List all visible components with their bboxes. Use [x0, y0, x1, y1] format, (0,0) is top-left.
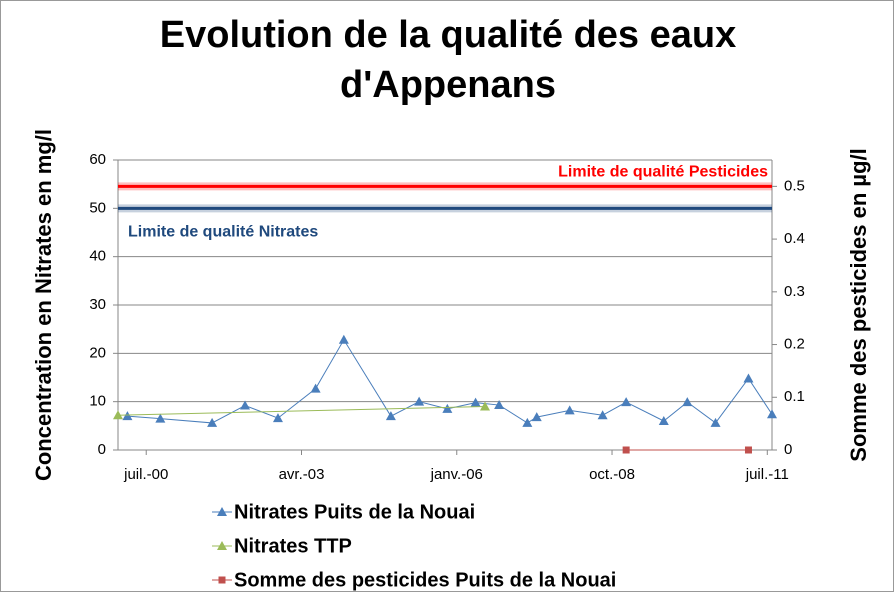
data-point [621, 397, 632, 407]
data-point [207, 417, 218, 427]
data-point [414, 396, 425, 406]
data-point [385, 411, 396, 421]
data-point [767, 409, 777, 419]
legend-marker [218, 576, 226, 584]
y-tick-label: 50 [89, 199, 106, 216]
data-point [338, 334, 349, 344]
data-point [442, 403, 453, 413]
reference-label: Limite de qualité Nitrates [128, 224, 318, 241]
data-point [743, 373, 754, 383]
data-point [597, 410, 608, 420]
chart-title: Evolution de la qualité des eaux d'Appen… [159, 14, 737, 106]
y-tick-label: 0 [98, 441, 106, 458]
y2-tick-label: 0.3 [784, 283, 805, 300]
data-point [272, 413, 283, 423]
y-tick-label: 30 [89, 296, 106, 313]
data-point [622, 446, 630, 454]
x-tick-label: juil.-00 [123, 466, 168, 483]
y2-tick-label: 0.4 [784, 230, 805, 247]
reference-label: Limite de qualité Pesticides [558, 164, 768, 181]
y-tick-label: 60 [89, 151, 106, 168]
data-point [240, 400, 251, 410]
data-point [479, 401, 490, 411]
y-tick-label: 20 [89, 344, 106, 361]
legend-marker [217, 541, 227, 550]
legend-label: Nitrates TTP [234, 535, 352, 557]
data-point [494, 400, 505, 410]
y2-tick-label: 0.1 [784, 388, 805, 405]
y2-axis-label: Somme des pesticides en µg/l [846, 148, 871, 461]
y2-tick-label: 0.2 [784, 336, 805, 353]
y-tick-label: 40 [89, 248, 106, 265]
y-tick-label: 10 [89, 393, 106, 410]
y2-tick-label: 0.5 [784, 177, 805, 194]
data-point [155, 413, 166, 423]
x-tick-label: avr.-03 [279, 466, 325, 483]
y2-tick-label: 0 [784, 441, 792, 458]
data-point [744, 446, 752, 454]
legend-label: Somme des pesticides Puits de la Nouai [234, 569, 616, 591]
data-point [470, 397, 481, 407]
x-tick-label: juil.-11 [745, 466, 789, 483]
data-point [310, 383, 321, 393]
data-point [710, 417, 721, 427]
series-line [117, 406, 486, 416]
data-point [658, 416, 669, 425]
x-tick-label: oct.-08 [589, 466, 635, 483]
data-point [113, 410, 123, 420]
x-tick-label: janv.-06 [430, 466, 483, 483]
legend-label: Nitrates Puits de la Nouai [234, 501, 475, 523]
y-axis-label: Concentration en Nitrates en mg/l [31, 129, 56, 481]
data-point [522, 417, 533, 427]
data-point [531, 412, 542, 422]
legend-marker [217, 507, 227, 516]
data-point [564, 405, 575, 415]
data-point [682, 397, 693, 407]
data-point [122, 411, 133, 421]
